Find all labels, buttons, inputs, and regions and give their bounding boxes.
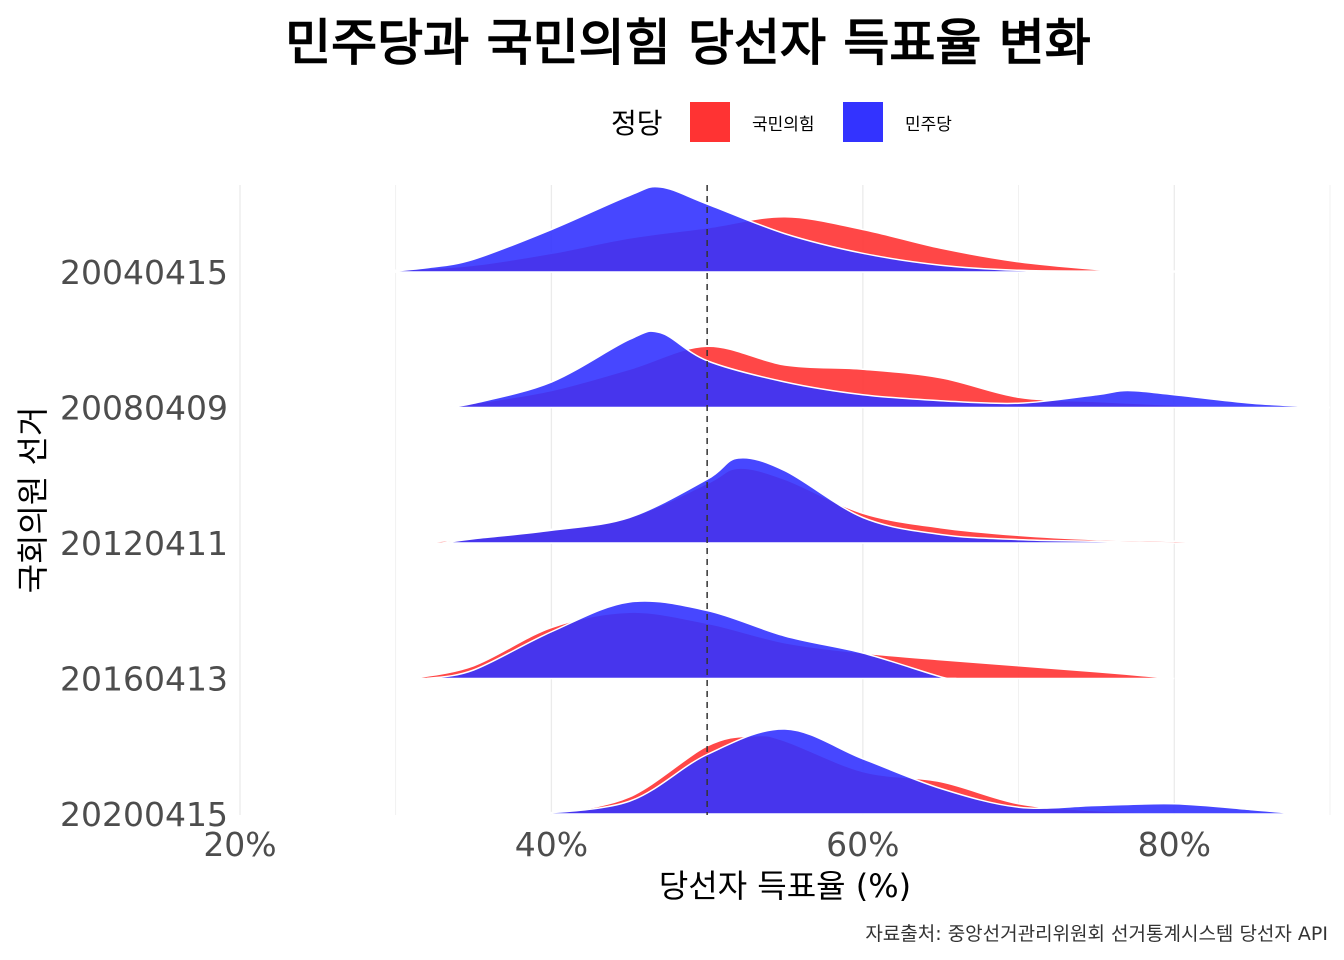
density-minjudang-20120411 — [442, 456, 1175, 544]
ridge-20080409 — [426, 330, 1331, 409]
y-tick-label-20120411: 20120411 — [60, 524, 228, 563]
chart-title: 민주당과 국민의힘 당선자 득표율 변화 — [285, 14, 1091, 72]
x-tick-label-20: 20% — [203, 825, 276, 864]
gridlines — [239, 185, 1331, 815]
y-tick-labels: 20200415 20160413 20120411 20080409 20040415 — [60, 253, 228, 834]
legend-label-minjudang: 민주당 — [905, 115, 952, 135]
density-minjudang-20040415 — [380, 185, 1206, 273]
y-axis-title: 국회의원 선거 — [14, 407, 52, 594]
legend-label-gukminuihim: 국민의힘 — [752, 115, 815, 135]
ridge-20120411 — [411, 456, 1253, 544]
legend: 정당 국민의힘 민주당 — [611, 102, 952, 142]
x-tick-label-60: 60% — [826, 825, 899, 864]
density-minjudang-20160413 — [426, 600, 957, 680]
y-tick-label-20040415: 20040415 — [60, 253, 228, 292]
y-tick-label-20080409: 20080409 — [60, 389, 228, 428]
legend-swatch-gukminuihim — [690, 102, 730, 142]
ridge-20200415 — [535, 728, 1299, 815]
ridge-20160413 — [411, 600, 1175, 680]
legend-swatch-minjudang — [843, 102, 883, 142]
density-minjudang-20080409 — [442, 330, 1331, 409]
y-tick-label-20200415: 20200415 — [60, 795, 228, 834]
source-caption: 자료출처: 중앙선거관리위원회 선거통계시스템 당선자 API — [865, 923, 1328, 945]
legend-title: 정당 — [611, 107, 663, 140]
ridge-20040415 — [356, 185, 1206, 273]
x-axis-title: 당선자 득표율 (%) — [659, 867, 911, 905]
x-tick-label-80: 80% — [1138, 825, 1211, 864]
density-minjudang-20200415 — [535, 728, 1299, 815]
x-tick-labels: 20% 40% 60% 80% — [203, 825, 1211, 864]
y-tick-label-20160413: 20160413 — [60, 660, 228, 699]
ridges — [356, 185, 1331, 815]
x-tick-label-40: 40% — [515, 825, 588, 864]
